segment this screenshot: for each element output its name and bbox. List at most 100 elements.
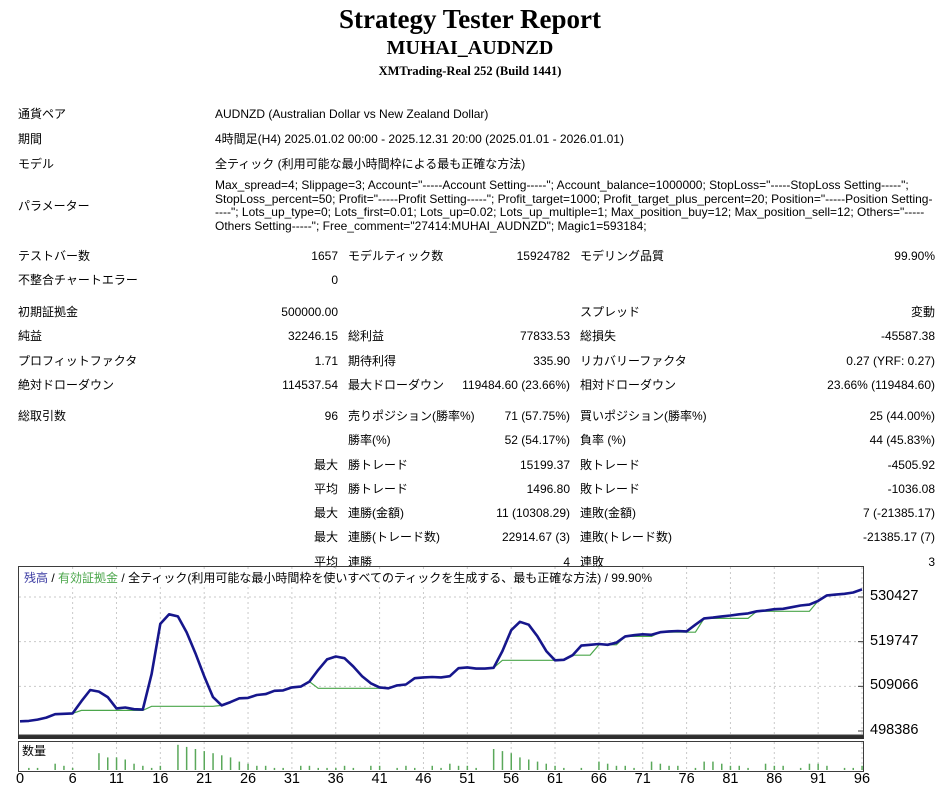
volume-bar: [598, 761, 600, 770]
stat-pair: 勝率(%) 52 (54.17%): [348, 428, 570, 452]
volume-bar: [282, 767, 284, 770]
stats-row: 勝率(%) 52 (54.17%) 負率 (%) 44 (45.83%): [18, 428, 935, 452]
stat-pair: [580, 268, 935, 292]
x-tick-label: 11: [108, 771, 124, 787]
stat-value: 0: [331, 273, 338, 288]
volume-bar: [212, 753, 214, 770]
stat-pair: 期待利得 335.90: [348, 349, 570, 373]
stat-label: モデルティック数: [348, 249, 444, 263]
info-label: モデル: [18, 157, 55, 171]
stat-value: 1657: [311, 249, 338, 263]
volume-bar: [343, 765, 346, 770]
stat-label: 総利益: [348, 329, 385, 344]
volume-bar: [501, 751, 504, 770]
stat-label: 不整合チャートエラー: [18, 273, 138, 288]
stat-pair: 連敗(トレード数) -21385.17 (7): [580, 525, 935, 549]
volume-bar: [817, 763, 819, 770]
stat-value: 0.27 (YRF: 0.27): [846, 353, 935, 368]
info-label: 通貨ペア: [18, 107, 67, 121]
stat-pair: 最大: [18, 453, 338, 477]
stat-pair: 連勝(金額) 11 (10308.29): [348, 501, 570, 525]
stat-value: 1496.80: [526, 481, 570, 496]
stat-label: 連敗(金額): [580, 506, 636, 521]
stat-pair: 買いポジション(勝率%) 25 (44.00%): [580, 404, 935, 428]
stat-value: 平均: [313, 481, 338, 496]
chart-panel: 残高 / 有効証拠金 / 全ティック(利用可能な最小時間枠を使いすべてのティック…: [16, 566, 940, 789]
volume-bar: [510, 753, 512, 770]
stat-pair: 負率 (%) 44 (45.83%): [580, 428, 935, 452]
stats-row: 最大 連勝(トレード数) 22914.67 (3) 連敗(トレード数) -21385.1…: [18, 525, 935, 549]
stat-pair: 不整合チャートエラー 0: [18, 268, 338, 292]
stat-value: 119484.60 (23.66%): [462, 377, 570, 392]
stat-label: 純益: [18, 329, 43, 344]
stat-value: 最大: [313, 506, 338, 521]
stat-value: 15924782: [516, 249, 570, 263]
stat-value: 23.66% (119484.60): [827, 377, 935, 392]
stat-pair: 連敗(金額) 7 (-21385.17): [580, 501, 935, 525]
x-tick-label: 66: [590, 771, 607, 787]
volume-bar: [396, 767, 398, 770]
stat-pair: 平均: [18, 477, 338, 501]
stat-pair: 敗トレード -4505.92: [580, 453, 935, 477]
volume-bar: [98, 753, 100, 770]
legend-part: /: [118, 571, 129, 585]
volume-pane-title: 数量: [22, 742, 47, 759]
volume-bar: [159, 765, 162, 770]
x-tick-label: 41: [371, 771, 388, 787]
stats-row: 最大 連勝(金額) 11 (10308.29) 連敗(金額) 7 (-21385.17): [18, 501, 935, 525]
volume-bar: [203, 751, 205, 770]
stat-value: 32246.15: [287, 329, 338, 344]
stat-value: 11 (10308.29): [496, 506, 570, 521]
stat-label: 敗トレード: [580, 481, 641, 496]
stat-value: 変動: [910, 305, 935, 319]
volume-bar: [300, 765, 302, 770]
stat-pair: 相対ドローダウン 23.66% (119484.60): [580, 373, 935, 397]
stat-pair: 総取引数 96: [18, 404, 338, 428]
volume-bar: [54, 763, 56, 770]
stat-label: 連勝(金額): [348, 506, 404, 521]
x-tick-label: 76: [678, 771, 695, 787]
info-label: 期間: [18, 132, 43, 146]
volume-bar: [378, 765, 381, 770]
volume-bar: [677, 765, 679, 770]
stat-value: 335.90: [533, 353, 570, 368]
stats-row: 最大 勝トレード 15199.37 敗トレード -4505.92: [18, 453, 935, 477]
stat-pair: 売りポジション(勝率%) 71 (57.75%): [348, 404, 570, 428]
stat-pair: [18, 428, 338, 452]
x-tick-label: 56: [503, 771, 520, 787]
volume-bar: [326, 767, 328, 770]
stat-value: 77833.53: [519, 329, 570, 344]
volume-bar: [633, 767, 635, 770]
balance-line: [19, 588, 863, 723]
x-tick-label: 36: [327, 771, 344, 787]
volume-bar: [747, 767, 749, 770]
volume-bar: [273, 767, 276, 770]
stat-value: -21385.17 (7): [862, 530, 935, 545]
stat-label: 最大ドローダウン: [348, 377, 445, 392]
volume-bar: [36, 767, 39, 770]
volume-bar: [466, 765, 469, 770]
stat-label: 買いポジション(勝率%): [580, 409, 707, 423]
stats-row: 純益 32246.15 総利益 77833.53 総損失 -45587.38: [18, 324, 935, 348]
stat-label: 相対ドローダウン: [580, 377, 677, 392]
volume-bar: [668, 765, 670, 770]
stat-label: スプレッド: [580, 305, 641, 319]
stat-label: 勝トレード: [348, 457, 409, 472]
stat-pair: 連敗 3: [580, 550, 935, 574]
volume-bar: [492, 749, 495, 770]
volume-bar: [773, 765, 776, 770]
report-title: Strategy Tester Report: [339, 4, 601, 34]
x-tick-label: 46: [415, 771, 432, 787]
volume-bar: [352, 767, 355, 770]
stat-value: 4: [563, 554, 570, 569]
info-row: 通貨ペア AUDNZD (Australian Dollar vs New Zea…: [18, 102, 935, 127]
stats-section: 総取引数 96 売りポジション(勝率%) 71 (57.75%) 買いポジション(勝率%…: [18, 404, 935, 574]
stat-label: 連敗(トレード数): [580, 530, 672, 545]
volume-bar: [799, 767, 802, 770]
stat-pair: モデリング品質 99.90%: [580, 244, 935, 268]
y-tick-label: 498386: [870, 722, 919, 738]
stat-pair: 総利益 77833.53: [348, 324, 570, 348]
volume-bar: [861, 765, 863, 770]
stat-pair: テストバー数 1657: [18, 244, 338, 268]
